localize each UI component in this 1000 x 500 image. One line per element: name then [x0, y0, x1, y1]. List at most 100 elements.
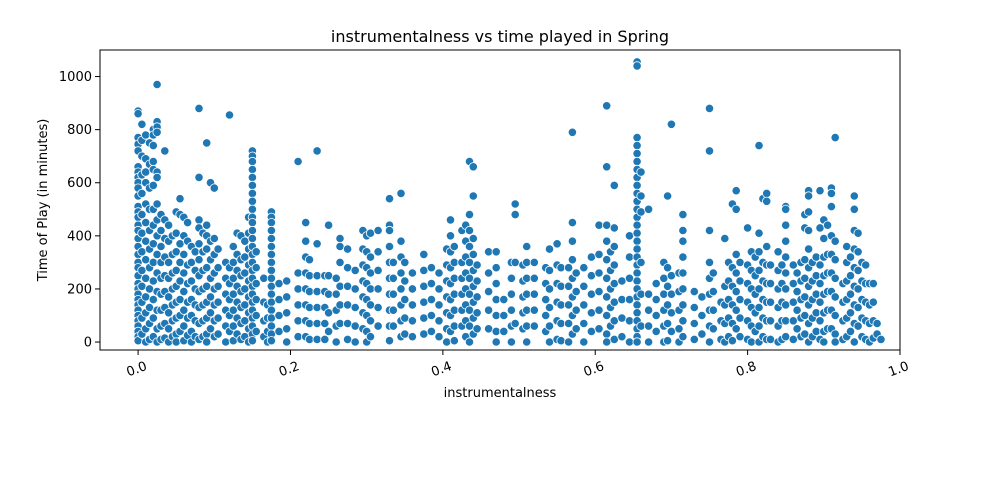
scatter-point — [449, 241, 459, 252]
scatter-point — [350, 284, 360, 294]
scatter-point — [320, 334, 330, 344]
scatter-point — [240, 268, 250, 278]
scatter-point — [342, 281, 353, 291]
scatter-point — [266, 273, 276, 283]
scatter-point — [544, 302, 555, 313]
scatter-point — [754, 321, 764, 331]
scatter-point — [148, 257, 158, 267]
scatter-point — [148, 294, 158, 305]
scatter-point — [704, 337, 715, 347]
scatter-point — [773, 247, 783, 257]
scatter-point — [141, 292, 151, 302]
scatter-point — [194, 255, 204, 265]
scatter-point — [144, 302, 155, 313]
scatter-point — [678, 225, 688, 236]
scatter-point — [579, 337, 589, 347]
scatter-point — [373, 284, 383, 294]
scatter-point — [811, 308, 821, 318]
scatter-point — [781, 284, 791, 294]
scatter-point — [464, 225, 475, 236]
scatter-point — [632, 244, 642, 254]
scatter-point — [678, 300, 688, 310]
scatter-point — [815, 186, 825, 196]
scatter-point — [781, 220, 791, 230]
scatter-point — [468, 162, 478, 172]
scatter-point — [202, 138, 212, 148]
scatter-point — [544, 244, 555, 254]
scatter-point — [609, 278, 619, 289]
scatter-point — [445, 231, 456, 241]
scatter-point — [175, 294, 185, 305]
scatter-point — [312, 302, 322, 313]
scatter-point — [175, 239, 185, 249]
scatter-point — [624, 316, 635, 326]
scatter-point — [689, 286, 699, 297]
scatter-point — [830, 133, 840, 143]
scatter-point — [811, 326, 821, 336]
scatter-point — [735, 276, 745, 286]
scatter-point — [137, 210, 147, 220]
scatter-point — [765, 334, 776, 344]
scatter-point — [148, 239, 158, 249]
scatter-point — [788, 297, 798, 307]
scatter-point — [544, 284, 555, 294]
scatter-point — [609, 297, 619, 307]
scatter-point — [312, 271, 322, 281]
scatter-point — [266, 225, 276, 236]
scatter-point — [872, 318, 882, 329]
scatter-point — [282, 337, 292, 347]
y-tick-label: 600 — [67, 176, 92, 191]
scatter-point — [632, 220, 642, 230]
scatter-point — [141, 167, 151, 177]
scatter-point — [213, 329, 223, 339]
scatter-point — [304, 271, 315, 281]
scatter-point — [678, 284, 688, 294]
scatter-point — [579, 263, 589, 273]
scatter-point — [373, 247, 383, 257]
scatter-point — [274, 326, 284, 336]
scatter-point — [323, 271, 334, 281]
scatter-point — [282, 292, 292, 302]
scatter-point — [708, 305, 718, 315]
scatter-point — [419, 249, 429, 259]
scatter-point — [800, 255, 810, 265]
scatter-point — [304, 255, 315, 265]
scatter-point — [579, 318, 589, 329]
scatter-point — [731, 204, 741, 214]
scatter-point — [164, 308, 174, 318]
scatter-point — [293, 300, 303, 310]
scatter-point — [499, 310, 509, 321]
scatter-point — [792, 324, 802, 334]
scatter-point — [643, 204, 654, 214]
scatter-point — [148, 180, 158, 190]
scatter-point — [830, 329, 840, 339]
scatter-point — [282, 324, 292, 334]
scatter-point — [602, 236, 612, 246]
scatter-point — [544, 321, 555, 331]
scatter-point — [396, 236, 406, 246]
scatter-point — [373, 302, 383, 313]
scatter-point — [491, 310, 501, 321]
scatter-point — [426, 263, 436, 273]
scatter-point — [141, 130, 151, 140]
scatter-point — [594, 324, 604, 334]
scatter-point — [662, 336, 673, 346]
scatter-point — [434, 316, 444, 326]
scatter-point — [792, 305, 802, 315]
scatter-point — [678, 210, 688, 220]
scatter-point — [579, 300, 589, 310]
scatter-point — [331, 289, 341, 299]
x-tick-label: 0.8 — [734, 359, 759, 380]
scatter-point — [563, 318, 574, 329]
scatter-point — [697, 329, 707, 339]
scatter-point — [205, 292, 216, 302]
y-tick-label: 1000 — [59, 70, 92, 85]
scatter-point — [602, 337, 612, 347]
scatter-point — [164, 324, 174, 334]
scatter-point — [510, 318, 520, 329]
scatter-point — [811, 252, 821, 262]
scatter-point — [491, 278, 501, 289]
scatter-point — [822, 220, 833, 230]
scatter-point — [419, 329, 429, 339]
scatter-point — [876, 334, 886, 344]
